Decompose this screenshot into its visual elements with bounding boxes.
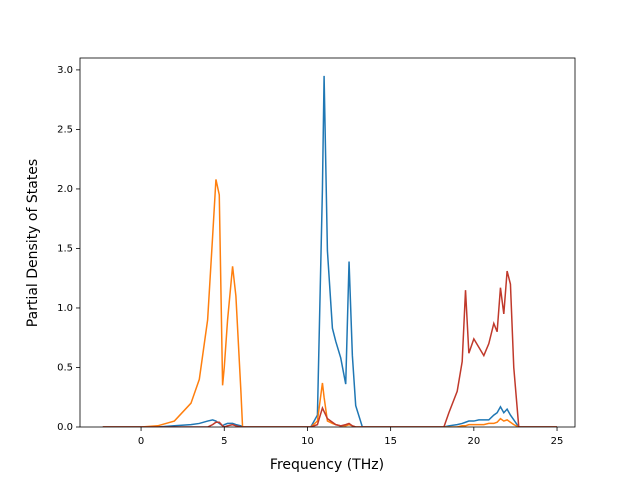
plot-frame [79, 57, 576, 428]
x-tick-label: 10 [301, 436, 314, 447]
series-line [102, 75, 558, 427]
y-tick-label: 0.5 [57, 362, 73, 373]
y-axis-label: Partial Density of States [25, 159, 41, 327]
y-tick-label: 1.0 [57, 303, 73, 314]
x-tick-label: 0 [138, 436, 144, 447]
series-line [102, 179, 558, 427]
x-tick-label: 25 [551, 436, 564, 447]
y-tick-label: 0.0 [57, 422, 73, 433]
x-axis-label: Frequency (THz) [270, 457, 384, 473]
x-tick-label: 20 [467, 436, 480, 447]
series-line [102, 270, 558, 427]
x-tick-label: 15 [384, 436, 397, 447]
y-tick-label: 1.5 [57, 243, 73, 254]
y-tick-label: 2.5 [57, 124, 73, 135]
x-tick-label: 5 [221, 436, 227, 447]
y-tick-label: 2.0 [57, 184, 73, 195]
y-tick-label: 3.0 [57, 65, 73, 76]
